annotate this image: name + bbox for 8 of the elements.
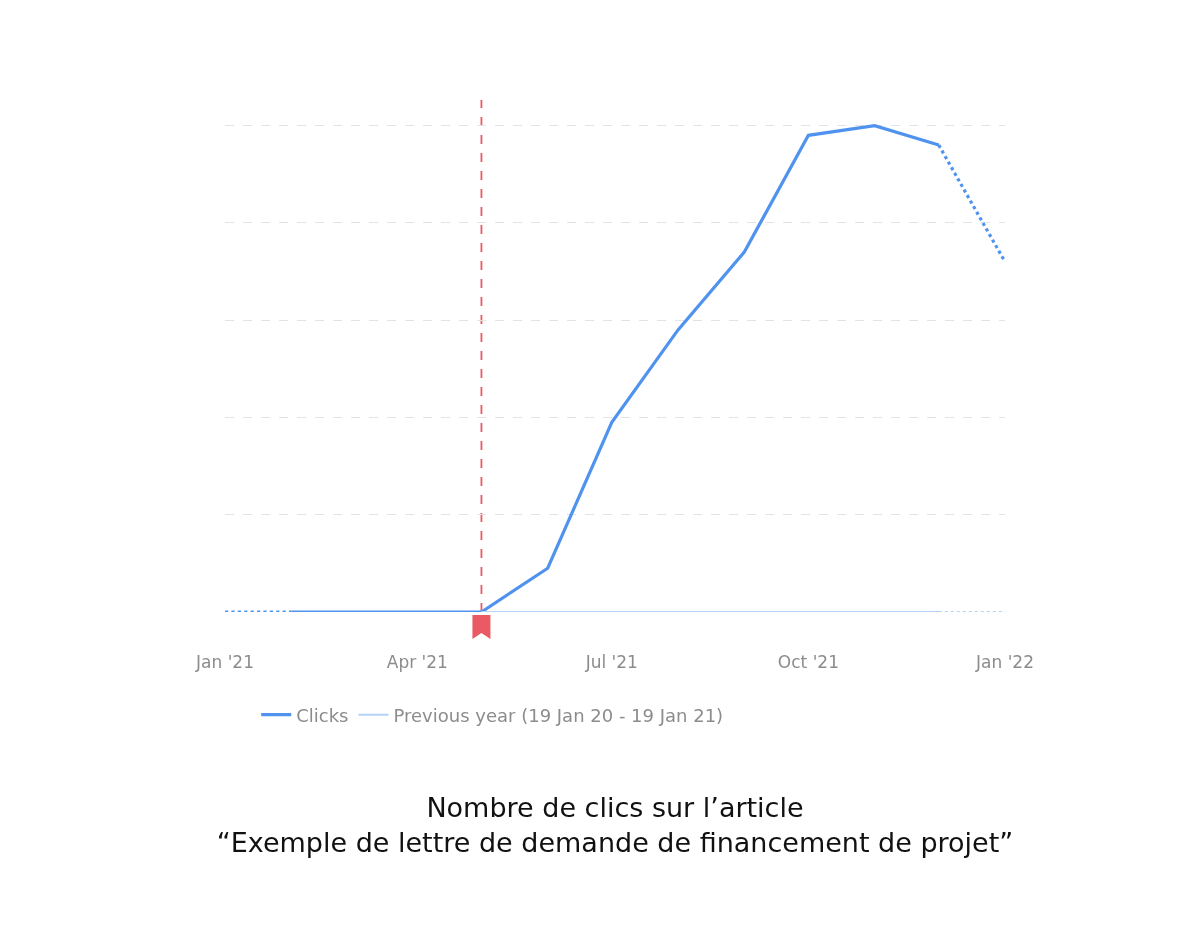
x-tick-label: Jan '21 xyxy=(195,652,254,672)
x-tick-label: Oct '21 xyxy=(777,652,839,672)
x-tick-label: Jan '22 xyxy=(975,652,1034,672)
legend-label: Clicks xyxy=(296,704,349,726)
x-tick-label: Jul '21 xyxy=(584,652,638,672)
legend-label: Previous year (19 Jan 20 - 19 Jan 21) xyxy=(393,704,724,726)
x-tick-label: Apr '21 xyxy=(386,652,448,672)
text: Nombre de clics sur l’article “Exemple de lettre de demande de financement de projet” xyxy=(216,792,1014,859)
